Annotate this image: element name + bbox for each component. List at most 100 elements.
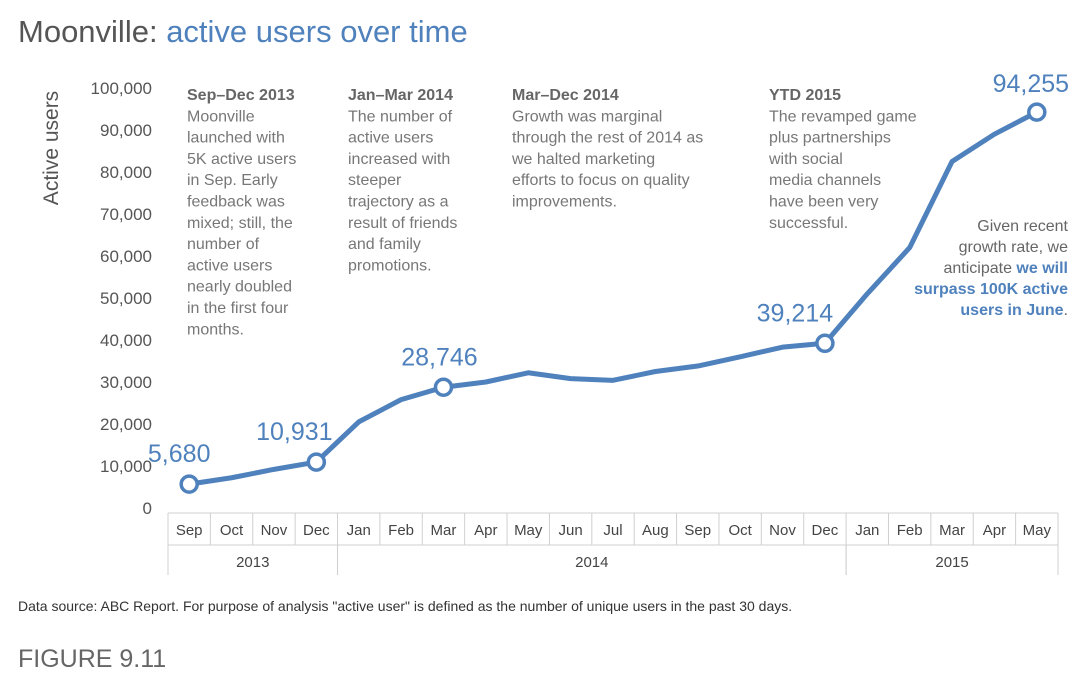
data-point-marker <box>1027 102 1047 122</box>
year-label: 2013 <box>236 554 269 571</box>
x-tick-label: Mar <box>431 522 457 539</box>
series-active-users: 5,680 10,931 28,746 39,214 94,255 <box>148 70 1069 494</box>
annotation-text-line: Growth was marginal <box>512 108 662 125</box>
title-highlight: active users over time <box>166 14 468 49</box>
data-point-label: 94,255 <box>993 70 1069 98</box>
y-tick-label: 10,000 <box>100 457 152 476</box>
y-tick-label: 100,000 <box>91 79 152 98</box>
x-tick-label: Dec <box>812 522 839 539</box>
annotation-text-line: The revamped game <box>769 108 917 125</box>
x-tick-label: May <box>514 522 543 539</box>
conclusion-line-3-plain: anticipate <box>943 260 1016 277</box>
series-line <box>186 109 1040 487</box>
annotation-text-line: improvements. <box>512 194 617 211</box>
annotation-text-line: efforts to focus on quality <box>512 172 690 189</box>
data-point-label: 28,746 <box>401 343 477 371</box>
annotation-heading: Mar–Dec 2014 <box>512 87 619 104</box>
data-point-marker <box>433 377 454 398</box>
annotation-text-line: trajectory as a <box>348 194 449 211</box>
annotation-text-line: active users <box>187 257 272 274</box>
y-tick-label: 0 <box>143 499 152 518</box>
annotation-text-line: plus partnerships <box>769 130 891 147</box>
conclusion-note: Given recent growth rate, we anticipate … <box>914 218 1068 319</box>
conclusion-line-5-plain: . <box>1064 302 1068 319</box>
x-tick-label: Apr <box>474 522 497 539</box>
x-tick-label: Sep <box>684 522 711 539</box>
figure-label: FIGURE 9.11 <box>18 645 166 673</box>
y-tick-label: 90,000 <box>100 121 152 140</box>
y-tick-label: 20,000 <box>100 415 152 434</box>
y-tick-label: 70,000 <box>100 205 152 224</box>
annotation-text-line: and family <box>348 236 421 253</box>
annotation-text-line: mixed; still, the <box>187 215 293 232</box>
x-tick-label: Jan <box>855 522 879 539</box>
annotation-text-line: number of <box>187 236 260 253</box>
annotation-block: YTD 2015 The revamped game plus partnershi… <box>768 87 917 232</box>
year-label: 2014 <box>575 554 608 571</box>
annotation-block: Mar–Dec 2014 Growth was marginal through t… <box>511 87 703 211</box>
annotation-text-line: months. <box>187 321 244 338</box>
y-tick-label: 50,000 <box>100 289 152 308</box>
data-point-marker <box>815 333 835 354</box>
annotation-text-line: 5K active users <box>187 151 296 168</box>
x-tick-label: Oct <box>728 522 752 539</box>
annotation-text-line: feedback was <box>187 194 285 211</box>
annotation-block: Sep–Dec 2013 Moonville launched with 5K act… <box>187 87 296 338</box>
x-tick-label: Dec <box>303 522 330 539</box>
conclusion-line-5: users in June. <box>960 302 1068 319</box>
x-tick-label: Oct <box>220 522 244 539</box>
data-point-label: 39,214 <box>757 299 834 327</box>
y-tick-label: 40,000 <box>100 331 152 350</box>
x-axis: Sep Oct Nov Dec Jan Feb Mar Apr May Jun Jul Aug Sep O… <box>167 512 1059 575</box>
x-tick-label: Jan <box>347 522 371 539</box>
data-point-marker <box>179 474 199 494</box>
x-tick-label: Jul <box>603 522 622 539</box>
annotation-text-line: Moonville <box>187 108 255 125</box>
annotation-text-line: promotions. <box>348 257 432 274</box>
y-axis-ticks: 0 10,000 20,000 30,000 40,000 50,000 60,000 70,… <box>91 79 152 518</box>
annotation-text-line: in the first four <box>187 300 289 317</box>
annotation-text-line: successful. <box>769 215 848 232</box>
annotation-text-line: we halted marketing <box>511 151 655 168</box>
x-tick-label: Mar <box>939 522 965 539</box>
title-prefix: Moonville: <box>18 14 166 49</box>
annotation-block: Jan–Mar 2014 The number of active users inc… <box>348 87 457 274</box>
annotation-text-line: nearly doubled <box>187 279 292 296</box>
conclusion-line-4: surpass 100K active <box>914 281 1068 298</box>
x-tick-label: Aug <box>642 522 669 539</box>
conclusion-line-2: growth rate, we <box>959 239 1068 256</box>
x-tick-label: Jun <box>559 522 583 539</box>
data-point-marker <box>306 452 327 472</box>
y-tick-label: 60,000 <box>100 247 152 266</box>
conclusion-line-3: anticipate we will <box>943 260 1068 277</box>
annotation-text-line: have been very <box>769 194 878 211</box>
y-tick-label: 80,000 <box>100 163 152 182</box>
annotation-text-line: through the rest of 2014 as <box>512 130 703 147</box>
x-tick-label: Sep <box>176 522 203 539</box>
year-label: 2015 <box>935 554 968 571</box>
x-tick-label: Nov <box>769 522 796 539</box>
annotation-text-line: result of friends <box>348 215 457 232</box>
footnote: Data source: ABC Report. For purpose of … <box>18 598 792 614</box>
x-tick-label: Apr <box>983 522 1006 539</box>
annotation-text-line: The number of <box>348 108 453 125</box>
conclusion-line-3-strong: we will <box>1015 260 1068 277</box>
data-point-label: 10,931 <box>256 418 332 446</box>
chart-title: Moonville: active users over time <box>18 14 468 49</box>
annotation-text-line: launched with <box>187 130 285 147</box>
annotation-text-line: with social <box>768 151 843 168</box>
x-tick-label: Nov <box>261 522 288 539</box>
annotation-text-line: steeper <box>348 172 402 189</box>
y-axis-label: Active users <box>40 91 63 205</box>
annotation-heading: YTD 2015 <box>769 87 841 104</box>
annotations: Sep–Dec 2013 Moonville launched with 5K act… <box>187 87 917 338</box>
x-tick-label: Feb <box>388 522 414 539</box>
data-point-label: 5,680 <box>148 440 211 468</box>
y-tick-label: 30,000 <box>100 373 152 392</box>
annotation-text-line: increased with <box>348 151 450 168</box>
annotation-text-line: in Sep. Early <box>187 172 278 189</box>
annotation-text-line: active users <box>348 130 433 147</box>
annotation-text-line: media channels <box>769 172 881 189</box>
annotation-heading: Jan–Mar 2014 <box>348 87 453 104</box>
